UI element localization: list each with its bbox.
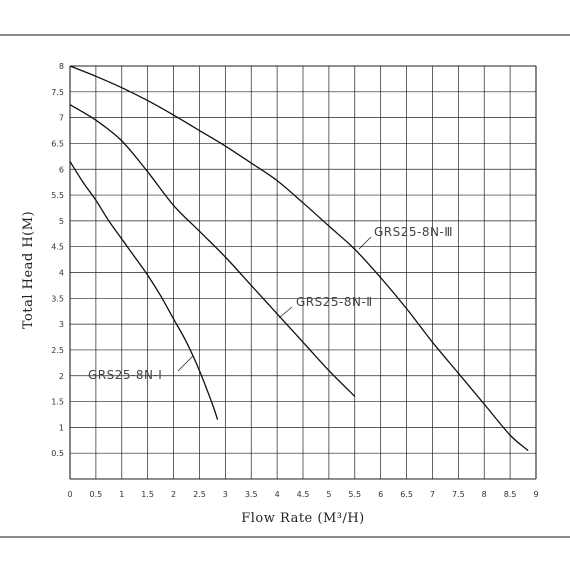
label-leader-line [177, 355, 194, 372]
y-tick-label: 4 [59, 269, 64, 278]
label-leader-line [278, 306, 293, 319]
label-leaders [177, 236, 372, 372]
y-tick-label: 2.5 [51, 346, 64, 355]
y-tick-label: 6.5 [51, 139, 64, 148]
x-tick-label: 7 [430, 490, 435, 499]
y-tick-label: 5.5 [51, 191, 64, 200]
y-tick-label: 7.5 [51, 88, 64, 97]
curve-label-grs25-8n-2: GRS25-8N-Ⅱ [296, 295, 373, 309]
x-tick-label: 2.5 [193, 490, 206, 499]
y-tick-label: 1.5 [51, 398, 64, 407]
y-tick-label: 1 [59, 423, 64, 432]
x-tick-label: 9 [533, 490, 538, 499]
series-line-grs25-8n-2 [69, 104, 356, 397]
bottom-frame-line [0, 536, 570, 538]
x-tick-label: 1 [119, 490, 124, 499]
x-tick-label: 6 [378, 490, 383, 499]
x-tick-label: 6.5 [400, 490, 413, 499]
curve-label-grs25-8n-3: GRS25-8N-Ⅲ [374, 225, 453, 239]
x-tick-label: 1.5 [141, 490, 154, 499]
y-tick-label: 3 [59, 320, 64, 329]
label-leader-line [358, 236, 372, 250]
y-tick-label: 0.5 [51, 449, 64, 458]
series-line-grs25-8n-3 [69, 65, 529, 452]
x-tick-label: 0.5 [90, 490, 103, 499]
y-axis-title: Total Head H(M) [21, 211, 36, 329]
y-tick-label: 3.5 [51, 294, 64, 303]
curve-label-grs25-8n-1: GRS25-8N-Ⅰ [88, 368, 162, 382]
x-axis-title: Flow Rate (M³/H) [241, 511, 365, 526]
series-curves [69, 65, 529, 452]
x-tick-label: 4 [275, 490, 280, 499]
x-tick-label: 8 [482, 490, 487, 499]
x-tick-label: 5.5 [348, 490, 361, 499]
x-tick-label: 3.5 [245, 490, 258, 499]
x-tick-label: 5 [326, 490, 331, 499]
grid [69, 65, 537, 480]
y-tick-label: 5 [59, 217, 64, 226]
y-tick-label: 2 [59, 372, 64, 381]
x-tick-label: 7.5 [452, 490, 465, 499]
y-tick-label: 7 [59, 114, 64, 123]
x-tick-label: 4.5 [297, 490, 310, 499]
x-tick-label: 3 [223, 490, 228, 499]
curve-labels: GRS25-8N-Ⅰ GRS25-8N-Ⅱ GRS25-8N-Ⅲ [88, 225, 453, 382]
tick-labels: 0 0.5 1 1.5 2 2.5 3 3.5 4 4.5 5 5.5 6 6.5 7 7.5 8 8.5 9 0.5… [51, 62, 538, 499]
series-line-grs25-8n-1 [69, 161, 219, 420]
y-tick-label: 8 [59, 62, 64, 71]
y-tick-label: 4.5 [51, 243, 64, 252]
top-frame-line [0, 34, 570, 36]
y-tick-label: 6 [59, 165, 64, 174]
x-tick-label: 8.5 [504, 490, 517, 499]
x-tick-label: 0 [67, 490, 72, 499]
x-tick-label: 2 [171, 490, 176, 499]
